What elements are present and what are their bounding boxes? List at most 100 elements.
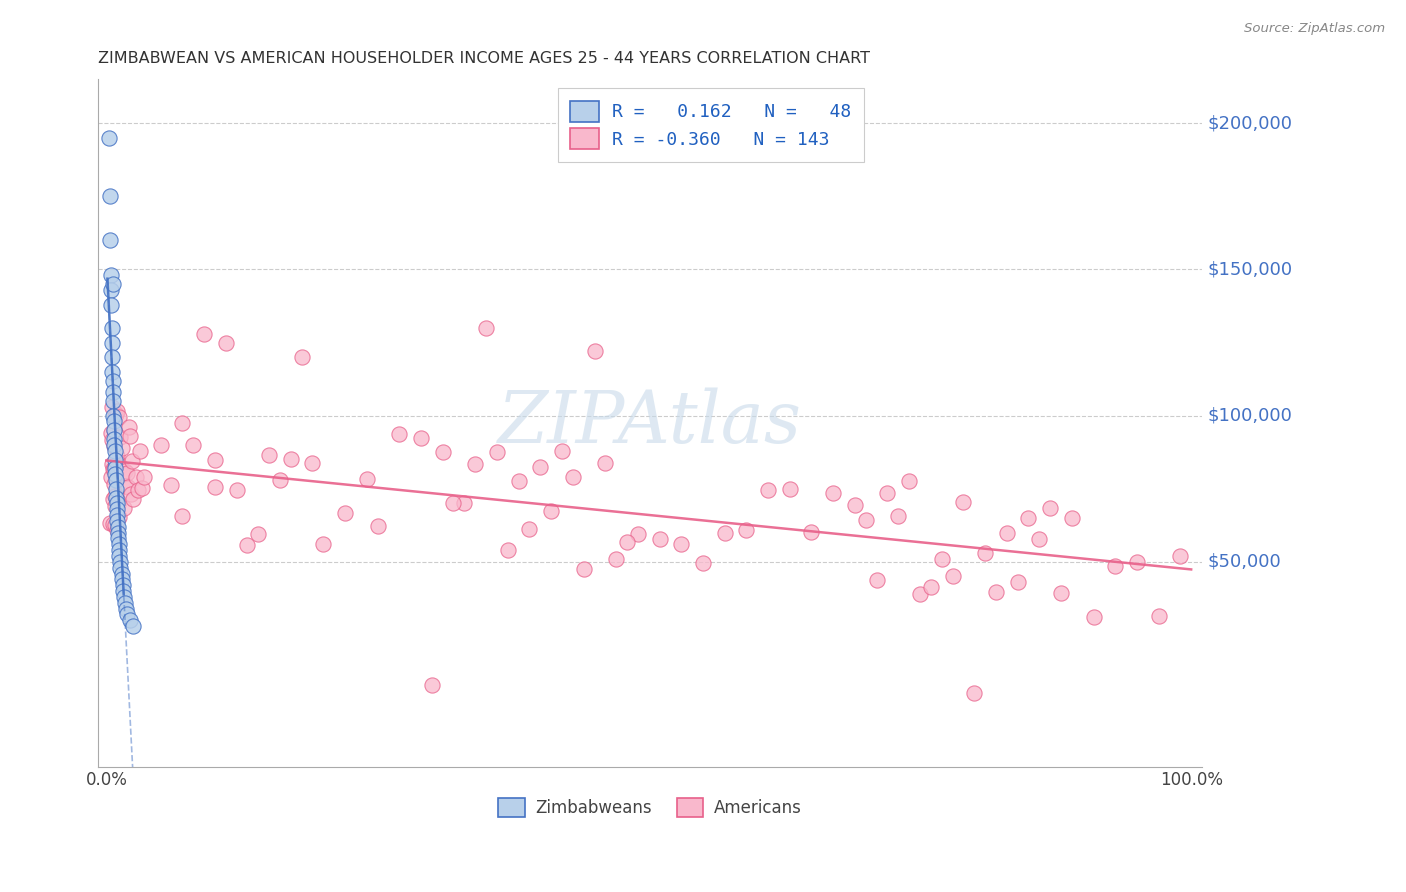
Point xyxy=(236,538,259,552)
Point xyxy=(105,404,128,418)
Point xyxy=(388,426,411,441)
Point xyxy=(100,268,122,283)
Point xyxy=(172,416,194,430)
Point xyxy=(98,516,121,530)
Point xyxy=(485,445,508,459)
Point xyxy=(103,439,125,453)
Point xyxy=(356,472,378,486)
Point xyxy=(110,560,132,574)
Point xyxy=(887,509,910,524)
Text: $150,000: $150,000 xyxy=(1208,260,1292,278)
Point xyxy=(100,365,122,379)
Text: $100,000: $100,000 xyxy=(1208,407,1292,425)
Point xyxy=(103,432,125,446)
Point xyxy=(519,522,541,536)
Point xyxy=(898,474,921,488)
Text: ZIPAtlas: ZIPAtlas xyxy=(498,388,801,458)
Point xyxy=(291,350,314,364)
Point xyxy=(114,464,136,478)
Point xyxy=(172,508,194,523)
Point xyxy=(127,483,149,497)
Point xyxy=(692,556,714,570)
Point xyxy=(583,344,606,359)
Point xyxy=(779,482,801,496)
Point xyxy=(844,498,866,512)
Point xyxy=(496,543,519,558)
Point xyxy=(110,566,132,581)
Point xyxy=(107,525,129,540)
Point xyxy=(115,607,138,622)
Point xyxy=(941,569,963,583)
Point xyxy=(98,233,121,247)
Point xyxy=(103,462,125,476)
Point xyxy=(105,496,128,510)
Point xyxy=(671,536,693,550)
Point xyxy=(118,419,141,434)
Point xyxy=(269,473,291,487)
Point xyxy=(115,601,138,615)
Point xyxy=(98,189,121,203)
Point xyxy=(105,524,128,538)
Point xyxy=(1007,575,1029,590)
Point xyxy=(1050,586,1073,600)
Point xyxy=(160,478,183,492)
Point xyxy=(114,596,136,610)
Point xyxy=(101,385,124,400)
Point xyxy=(908,587,931,601)
Point xyxy=(627,527,650,541)
Point xyxy=(540,504,562,518)
Point xyxy=(1028,532,1050,546)
Point xyxy=(115,466,138,480)
Point xyxy=(333,507,356,521)
Point xyxy=(103,423,125,437)
Point xyxy=(100,469,122,483)
Point xyxy=(110,430,132,444)
Point xyxy=(995,526,1018,541)
Point xyxy=(215,335,238,350)
Point xyxy=(204,453,226,467)
Point xyxy=(100,425,122,440)
Point xyxy=(420,678,443,692)
Point xyxy=(464,458,486,472)
Point xyxy=(280,452,302,467)
Point xyxy=(257,449,280,463)
Point xyxy=(605,552,627,566)
Point xyxy=(104,452,127,467)
Point xyxy=(103,415,125,429)
Point xyxy=(105,450,128,464)
Point xyxy=(110,459,132,474)
Point xyxy=(1147,609,1170,624)
Point xyxy=(312,537,335,551)
Point xyxy=(97,131,120,145)
Point xyxy=(107,520,129,534)
Point xyxy=(122,619,145,633)
Point xyxy=(1060,511,1083,525)
Point xyxy=(105,482,128,496)
Point xyxy=(120,487,142,501)
Point xyxy=(1168,549,1191,563)
Point xyxy=(105,407,128,421)
Point xyxy=(101,461,124,475)
Point xyxy=(367,518,389,533)
Point xyxy=(561,470,583,484)
Point xyxy=(105,514,128,528)
Point xyxy=(108,537,131,551)
Point xyxy=(1017,511,1039,525)
Point xyxy=(120,429,142,443)
Point xyxy=(475,321,498,335)
Point xyxy=(193,326,215,341)
Point xyxy=(124,470,146,484)
Point xyxy=(108,543,131,558)
Point xyxy=(551,444,574,458)
Point xyxy=(105,473,128,487)
Point xyxy=(105,508,128,522)
Point xyxy=(101,409,124,423)
Point xyxy=(101,394,124,409)
Point xyxy=(104,443,127,458)
Point xyxy=(432,445,454,459)
Point xyxy=(112,590,135,604)
Point xyxy=(104,489,127,503)
Point xyxy=(529,460,551,475)
Point xyxy=(104,461,127,475)
Point xyxy=(100,283,122,297)
